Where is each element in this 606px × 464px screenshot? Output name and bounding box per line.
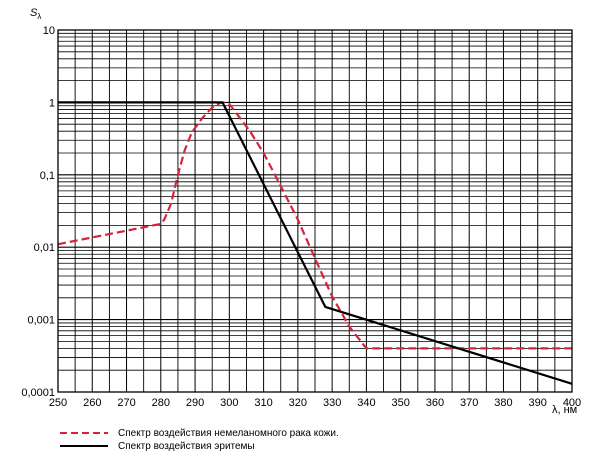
y-tick-label: 1 xyxy=(49,97,55,109)
series-line-nmsc xyxy=(57,101,572,350)
y-tick-label: 0,01 xyxy=(34,242,55,254)
x-tick-label: 280 xyxy=(152,397,170,409)
x-tick-label: 400 xyxy=(563,397,581,409)
y-axis-label: Sλ xyxy=(30,7,41,21)
x-axis-label: λ, нм xyxy=(552,404,577,416)
y-tick-label: 0,001 xyxy=(27,315,55,327)
y-axis-label-subscript: λ xyxy=(37,12,41,21)
x-tick-label: 390 xyxy=(529,397,547,409)
plot-border xyxy=(57,29,573,393)
x-tick-label: 350 xyxy=(391,397,409,409)
x-tick-label: 360 xyxy=(426,397,444,409)
x-tick-label: 290 xyxy=(186,397,204,409)
series-line-erythema xyxy=(58,101,573,385)
x-tick-label: 300 xyxy=(220,397,238,409)
y-tick-label: 10 xyxy=(43,25,55,37)
x-tick-label: 370 xyxy=(460,397,478,409)
grid xyxy=(57,29,573,393)
y-tick-label: 0,1 xyxy=(40,170,55,182)
y-tick-label: 0,0001 xyxy=(21,387,55,399)
legend-label-erythema: Спектр воздействия эритемы xyxy=(118,441,255,452)
x-tick-label: 310 xyxy=(254,397,272,409)
x-tick-label: 270 xyxy=(117,397,135,409)
tick-labels: 250 260 270 280 290 300 310 320 330 340 350 360 370 3… xyxy=(21,25,581,409)
series-layer xyxy=(57,101,573,385)
legend: Спектр воздействия немеланомного рака ко… xyxy=(60,428,339,452)
x-tick-label: 340 xyxy=(357,397,375,409)
x-tick-label: 380 xyxy=(494,397,512,409)
x-tick-label: 330 xyxy=(323,397,341,409)
x-tick-label: 320 xyxy=(289,397,307,409)
legend-label-nmsc: Спектр воздействия немеланомного рака ко… xyxy=(118,428,339,439)
x-tick-label: 250 xyxy=(49,397,67,409)
x-tick-label: 260 xyxy=(83,397,101,409)
